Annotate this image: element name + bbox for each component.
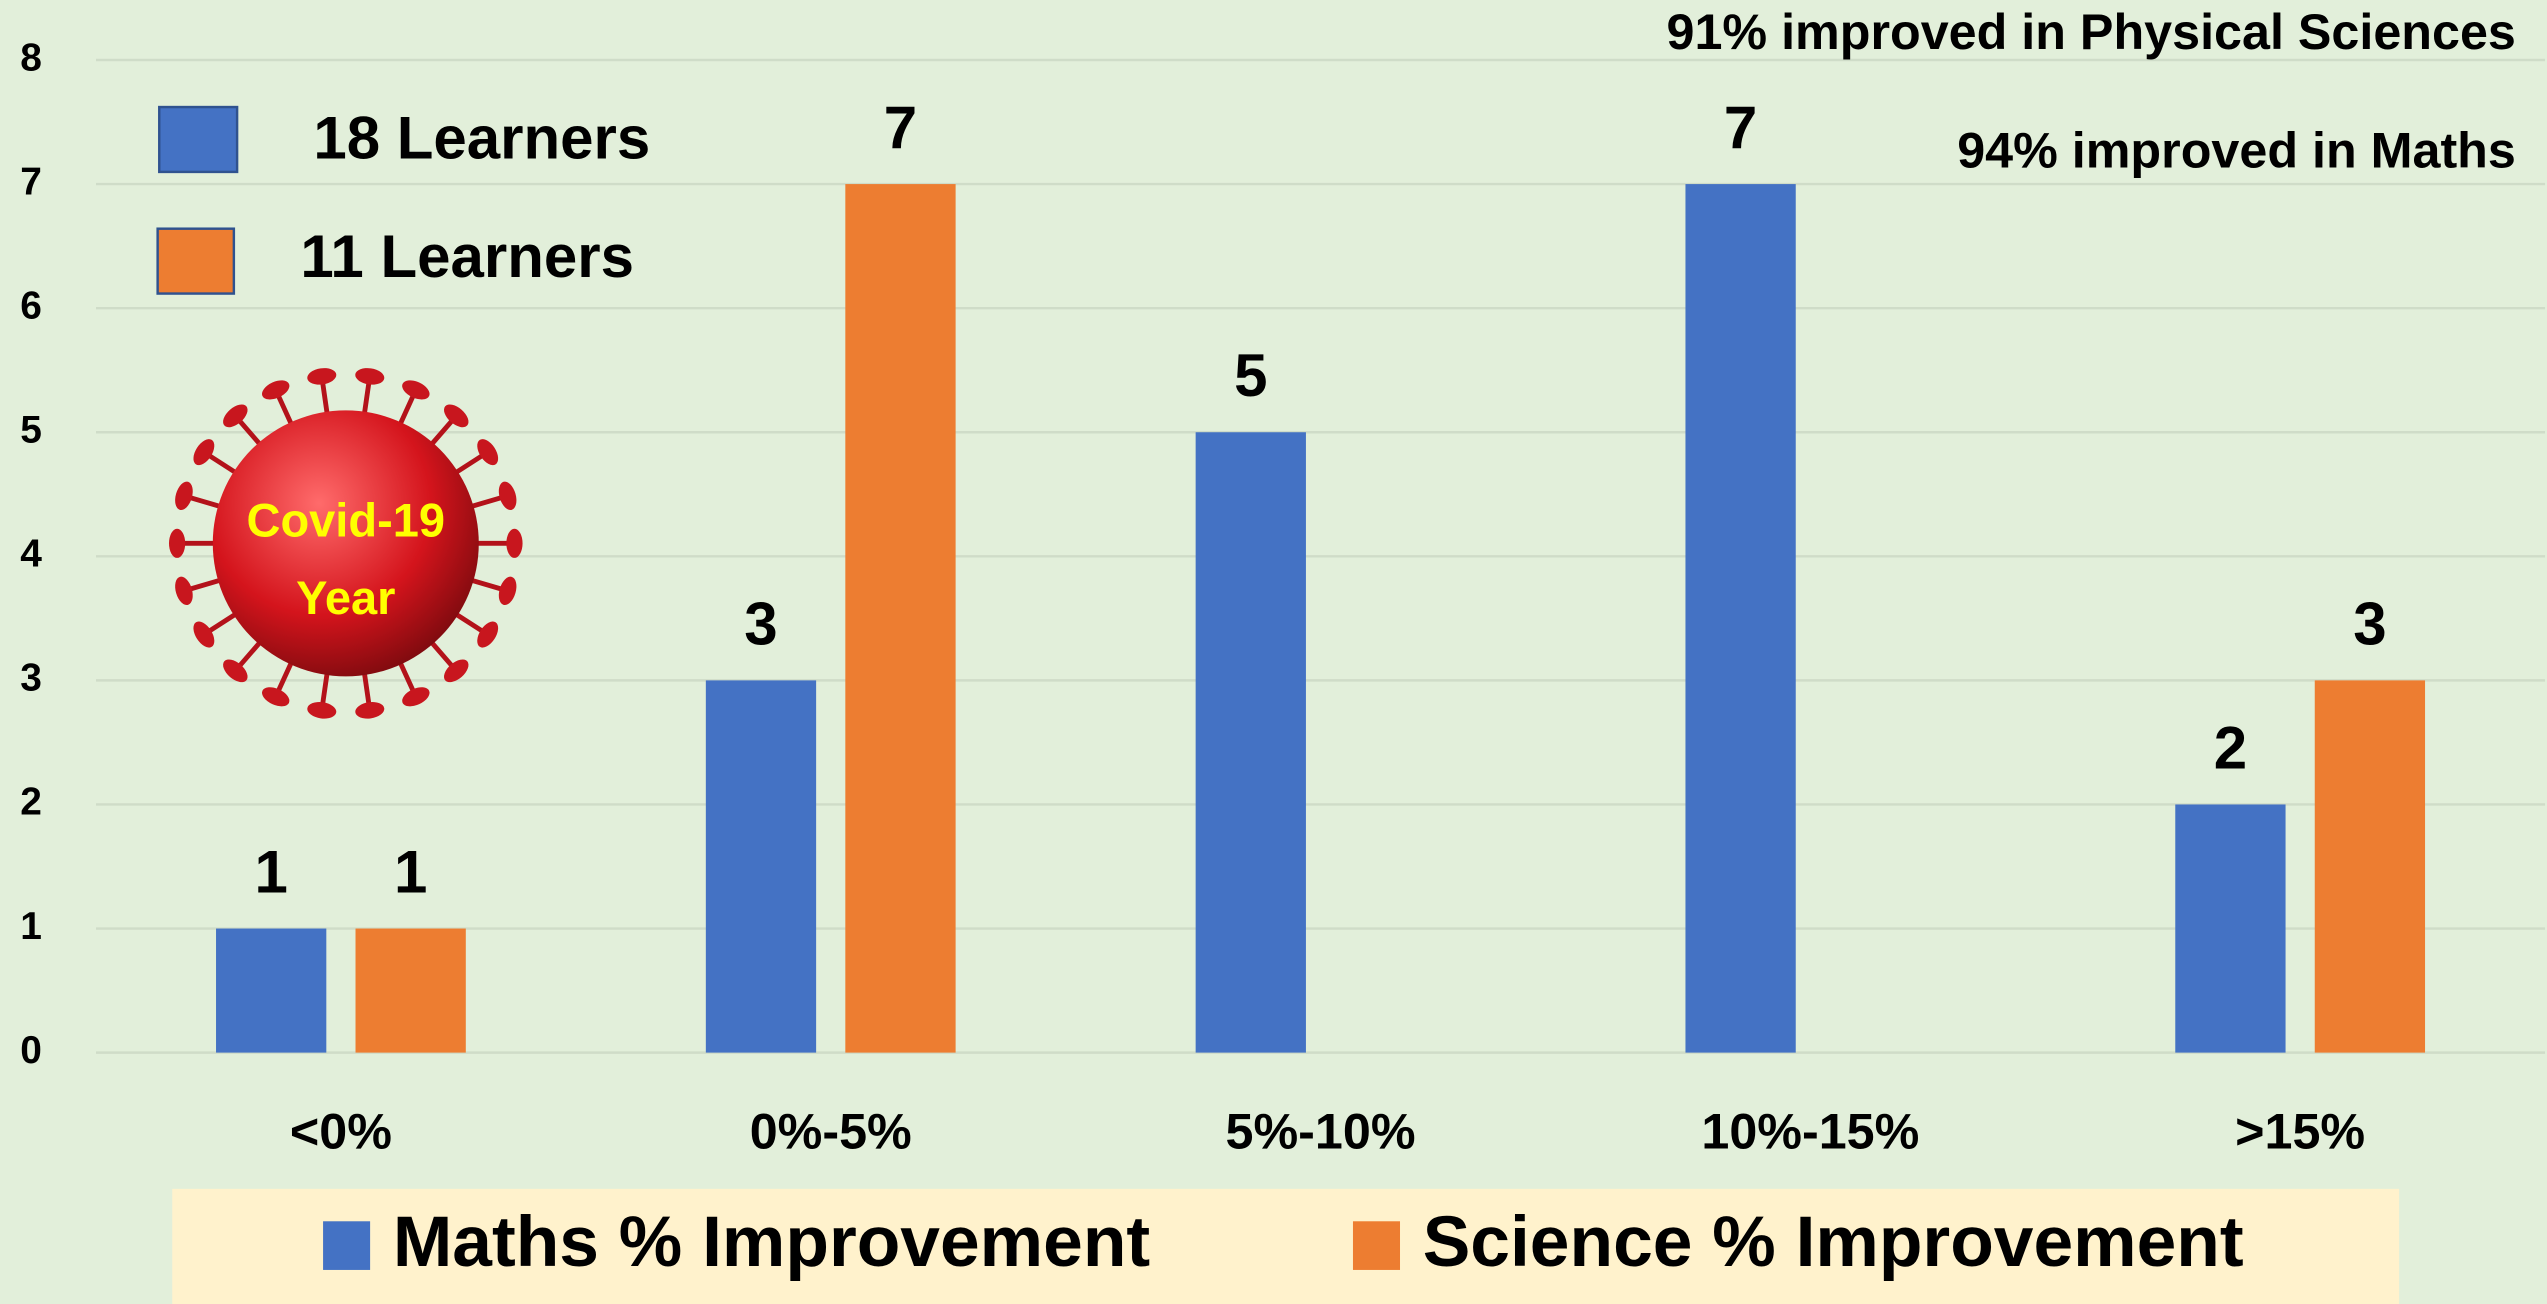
y-tick-label: 1 [20,905,42,948]
bar [2314,680,2426,1053]
bar [216,928,327,1053]
virus-spike-tip [506,528,523,558]
y-tick-label: 3 [20,657,42,700]
y-tick-label: 7 [20,160,42,203]
virus-spike-tip [168,528,186,558]
virus-spike-tip [175,576,193,606]
legend-swatch [1352,1221,1401,1270]
legend-swatch [323,1221,371,1270]
y-tick-label: 2 [20,781,42,824]
data-label: 1 [394,838,427,905]
legend-label: Science % Improvement [1423,1202,2244,1282]
virus-spike-tip [262,687,290,707]
virus-spike-tip [498,481,517,511]
virus-spike-tip [477,439,499,466]
annotation: 11 Learners [300,223,634,290]
data-label: 1 [254,838,287,905]
virus-spike-tip [355,702,385,719]
virus-spike-tip [223,404,248,428]
virus-spike-tip [193,439,215,466]
virus-spike-tip [402,687,430,707]
data-label: 5 [1234,342,1267,409]
data-label: 2 [2214,714,2247,781]
grid [96,58,2546,1054]
virus-spike-tip [477,621,499,648]
virus-spike-tip [498,576,517,606]
y-tick-label: 6 [20,284,42,327]
bar [705,680,817,1053]
data-label: 3 [744,590,777,657]
x-tick-label: 5%-10% [1226,1103,1416,1160]
virus-spike-tip [307,368,337,385]
bar [1195,432,1306,1053]
learners-swatch [156,227,236,295]
data-label: 3 [2353,590,2386,657]
annotation: 91% improved in Physical Sciences [1667,3,2516,60]
x-tick-label: <0% [290,1103,392,1160]
annotation: Covid-19 [246,493,445,546]
y-tick-label: 0 [20,1029,42,1072]
virus-icon: Covid-19 Year [168,368,523,719]
virus-spike-tip [307,702,337,719]
annotation: 94% improved in Maths [1957,121,2516,178]
bar [2175,804,2286,1053]
y-tick-label: 4 [20,533,42,576]
virus-spike-tip [443,659,469,683]
virus-spike-tip [223,659,248,683]
legend-label: Maths % Improvement [393,1202,1150,1282]
virus-spike-tip [443,404,469,428]
virus-spike-tip [402,380,430,400]
x-tick-label: 10%-15% [1701,1103,1919,1160]
x-tick-label: 0%-5% [750,1103,912,1160]
bar [355,928,466,1053]
annotation: Year [296,571,395,624]
virus-body [212,410,479,677]
legend-box [172,1188,2400,1304]
annotation: 18 Learners [313,105,650,172]
x-tick-label: >15% [2235,1103,2365,1160]
bar [845,184,956,1053]
virus-spike-tip [262,380,290,400]
y-tick-label: 8 [20,36,42,79]
y-tick-label: 5 [20,409,42,452]
data-label: 7 [884,94,917,161]
virus-spike-tip [175,481,193,511]
virus-spike-tip [355,368,385,385]
data-label: 7 [1724,94,1757,161]
bar [1685,184,1796,1053]
learners-swatch [158,105,239,174]
virus-spike-tip [193,621,215,648]
